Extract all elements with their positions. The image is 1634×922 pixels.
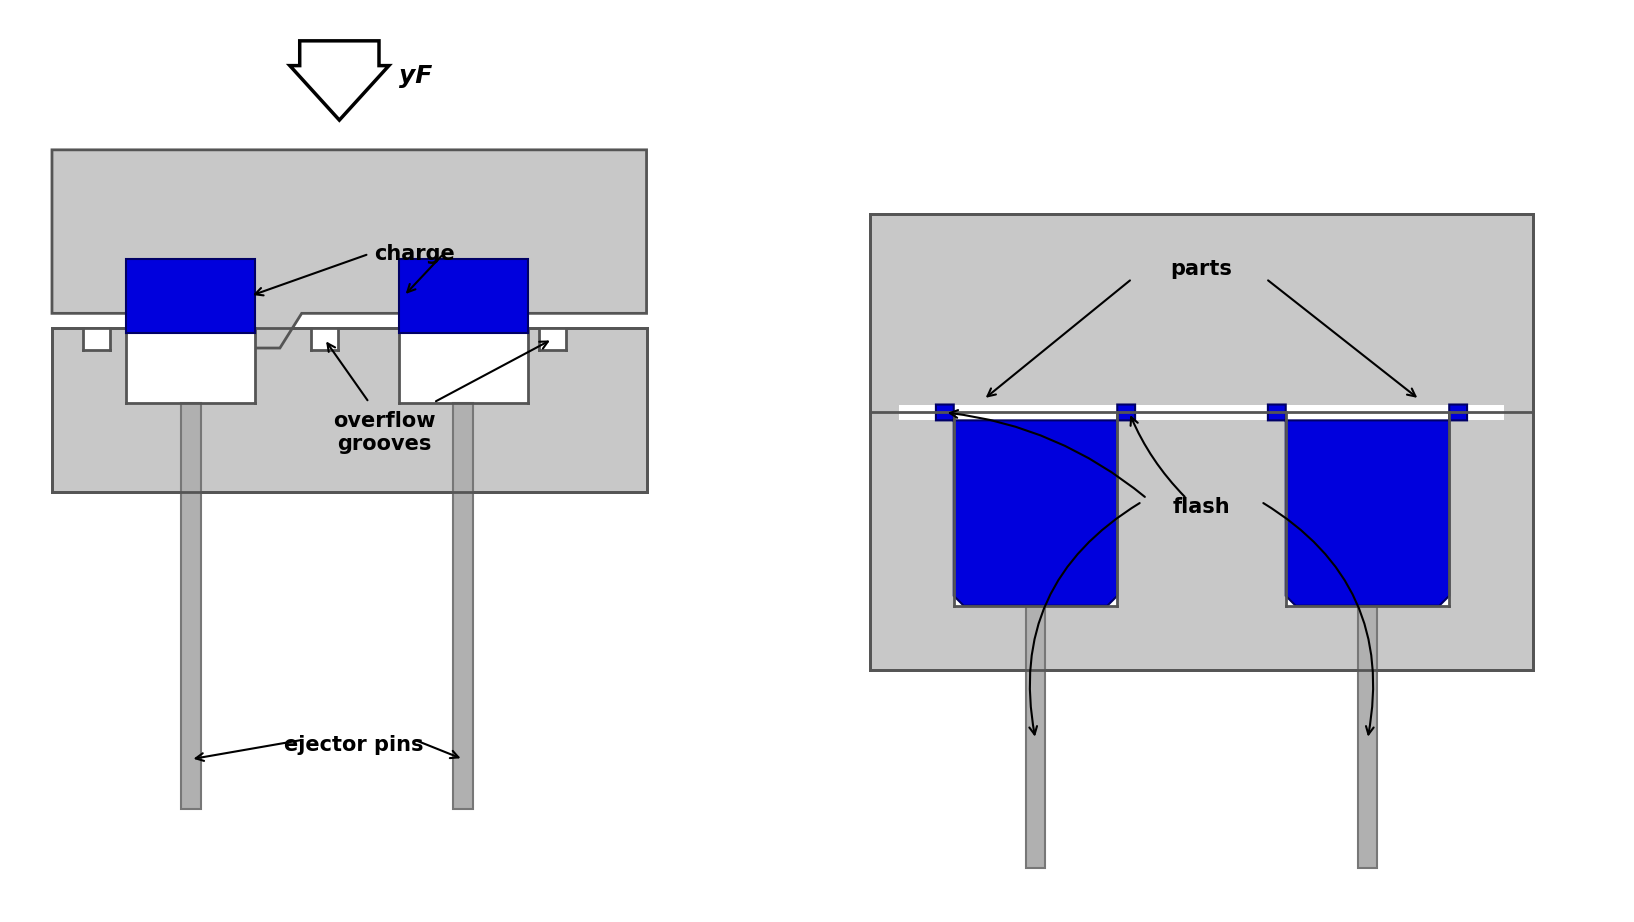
Text: ejector pins: ejector pins xyxy=(284,735,423,754)
Bar xyxy=(52,328,647,491)
Text: parts: parts xyxy=(1170,259,1232,278)
Bar xyxy=(181,403,201,809)
Bar xyxy=(399,259,528,333)
Bar xyxy=(1286,412,1449,606)
Bar xyxy=(453,403,474,809)
Polygon shape xyxy=(289,41,389,120)
Bar xyxy=(126,259,255,333)
Text: charge: charge xyxy=(374,244,454,264)
Text: flash: flash xyxy=(1173,497,1230,516)
Text: yF: yF xyxy=(399,64,431,88)
Bar xyxy=(399,328,528,403)
Bar xyxy=(1358,606,1377,869)
Bar xyxy=(954,412,1118,606)
Bar xyxy=(869,214,1533,670)
Polygon shape xyxy=(52,150,647,348)
Bar xyxy=(899,405,1503,420)
Bar xyxy=(126,328,255,403)
Polygon shape xyxy=(1268,405,1467,606)
Bar xyxy=(83,328,111,350)
Polygon shape xyxy=(936,405,1136,606)
Bar xyxy=(310,328,338,350)
Text: overflow
grooves: overflow grooves xyxy=(333,410,435,454)
Bar xyxy=(539,328,567,350)
Bar xyxy=(1026,606,1046,869)
